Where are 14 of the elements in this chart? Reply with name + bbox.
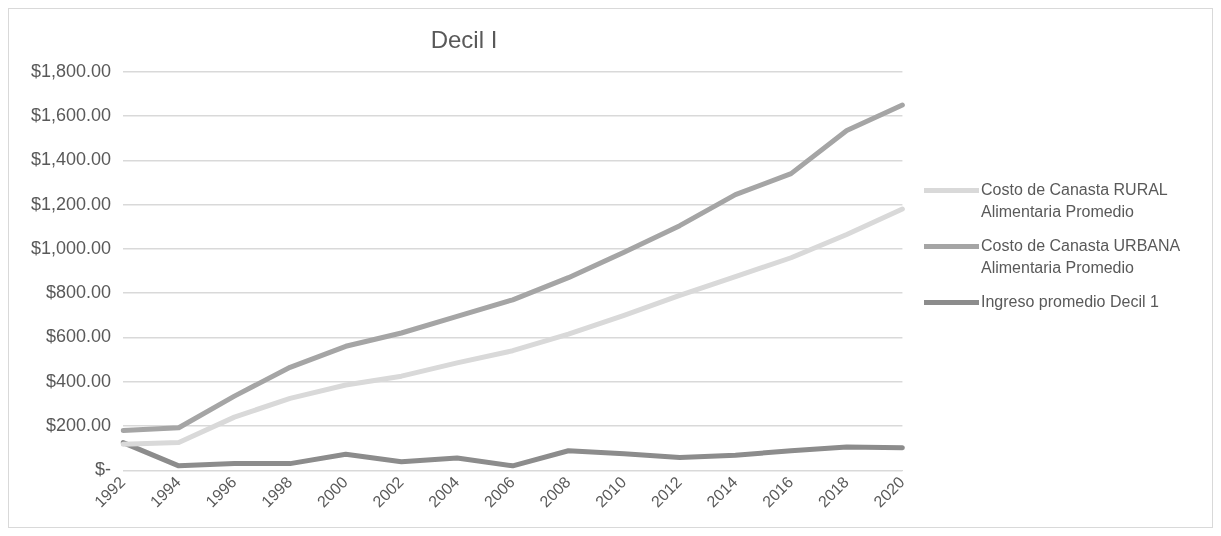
y-tick-label: $-: [95, 459, 112, 480]
y-tick-label: $1,800.00: [31, 60, 112, 81]
y-tick-label: $600.00: [46, 326, 112, 347]
legend-label: Ingreso promedio Decil 1: [981, 292, 1159, 312]
y-tick-label: $800.00: [46, 282, 112, 303]
legend-label: Costo de Canasta URBANA Alimentaria Promedio: [981, 236, 1181, 278]
legend-label: Costo de Canasta RURAL Alimentaria Promedio: [981, 180, 1169, 222]
chart-title: Decil I: [430, 26, 498, 54]
y-tick-label: $1,000.00: [31, 237, 112, 258]
y-tick-label: $400.00: [46, 370, 112, 391]
y-tick-label: $1,400.00: [31, 149, 112, 170]
y-tick-label: $200.00: [46, 414, 112, 435]
y-tick-label: $1,200.00: [31, 193, 112, 214]
y-tick-label: $1,600.00: [31, 105, 112, 126]
